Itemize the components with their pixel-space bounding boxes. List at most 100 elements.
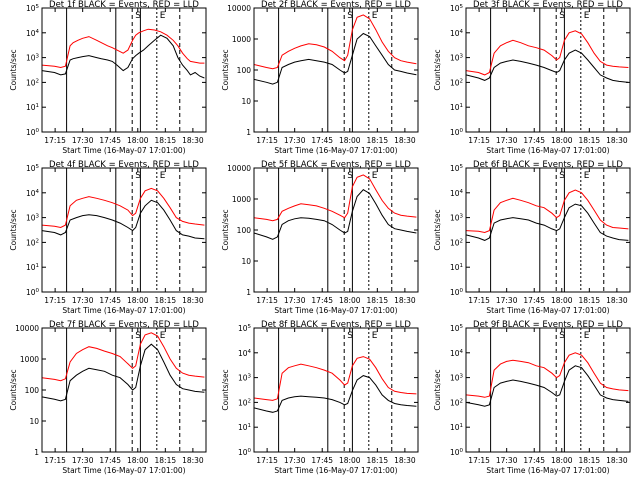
x-tick-label: 17:15 <box>256 456 278 465</box>
x-tick-label: 17:45 <box>523 296 545 305</box>
series-line-events <box>465 49 629 83</box>
x-tick-label: 17:15 <box>256 296 278 305</box>
marker-label-e: E <box>372 171 378 181</box>
y-tick-label: 105 <box>450 4 464 13</box>
x-axis-label: Start Time (16-May-07 17:01:00) <box>486 466 609 475</box>
x-axis-label: Start Time (16-May-07 17:01:00) <box>274 466 397 475</box>
plot-frame <box>465 167 631 293</box>
x-tick-label: 17:30 <box>496 296 518 305</box>
x-axis-label: Start Time (16-May-07 17:01:00) <box>274 146 397 155</box>
marker-label-s: S <box>559 171 565 181</box>
detector-panel-8: S E 100 101 102 103 104 105 17:15 17:30 17:45 18:00… <box>221 320 419 475</box>
x-tick-label: 18:15 <box>367 296 389 305</box>
series-line-events <box>41 343 205 402</box>
detector-panel-2: S E 1 10 100 1000 10000 17:15 17:30 17:45 18:00 18:… <box>221 0 419 155</box>
marker-label-e: E <box>584 171 590 181</box>
series-line-lld <box>253 14 417 70</box>
x-tick-label: 18:15 <box>155 456 177 465</box>
y-axis-label: Counts/sec <box>433 49 442 90</box>
panel-title: Det 9f BLACK = Events, RED = LLD <box>473 320 623 330</box>
x-tick-label: 17:30 <box>284 456 306 465</box>
y-tick-label: 1 <box>34 448 39 457</box>
y-tick-label: 105 <box>450 324 464 333</box>
series-line-events <box>253 189 417 240</box>
detector-panel-3: S E 100 101 102 103 104 105 17:15 17:30 17:45 18:00… <box>433 0 631 155</box>
x-tick-label: 18:00 <box>127 136 149 145</box>
x-tick-label: 18:00 <box>339 136 361 145</box>
y-tick-label: 10 <box>241 97 251 106</box>
x-tick-label: 17:45 <box>311 136 333 145</box>
x-tick-label: 17:30 <box>496 136 518 145</box>
marker-label-e: E <box>584 11 590 21</box>
x-tick-label: 18:15 <box>367 136 389 145</box>
y-tick-label: 105 <box>26 4 40 13</box>
y-tick-label: 10000 <box>15 324 39 333</box>
y-tick-label: 103 <box>26 54 40 63</box>
marker-label-e: E <box>160 171 166 181</box>
panel-title: Det 1f BLACK = Events, RED = LLD <box>49 0 199 10</box>
y-axis-label: Counts/sec <box>221 209 230 250</box>
series-line-events <box>41 34 205 79</box>
x-tick-label: 17:15 <box>468 296 490 305</box>
y-tick-label: 1000 <box>232 195 251 204</box>
series-line-lld <box>465 30 629 76</box>
y-tick-label: 104 <box>26 29 40 38</box>
marker-label-e: E <box>584 331 590 341</box>
x-tick-label: 17:45 <box>99 296 121 305</box>
y-axis-label: Counts/sec <box>221 49 230 90</box>
detector-panel-6: S E 100 101 102 103 104 105 17:15 17:30 17:45 18:00… <box>433 160 631 315</box>
y-tick-label: 101 <box>238 423 251 432</box>
y-tick-label: 105 <box>238 324 252 333</box>
marker-label-s: S <box>135 11 141 21</box>
series-line-lld <box>253 174 417 222</box>
x-tick-label: 18:30 <box>182 136 204 145</box>
y-tick-label: 100 <box>450 128 464 137</box>
x-tick-label: 18:30 <box>606 296 628 305</box>
y-tick-label: 102 <box>450 78 463 87</box>
y-tick-label: 100 <box>25 386 40 395</box>
y-tick-label: 101 <box>450 263 463 272</box>
y-tick-label: 101 <box>450 103 463 112</box>
y-tick-label: 104 <box>238 349 252 358</box>
y-tick-label: 102 <box>450 398 463 407</box>
detector-panel-5: S E 1 10 100 1000 10000 17:15 17:30 17:45 18:00 18:… <box>221 160 419 315</box>
panel-title: Det 6f BLACK = Events, RED = LLD <box>473 160 623 170</box>
y-tick-label: 104 <box>450 189 464 198</box>
panel-title: Det 3f BLACK = Events, RED = LLD <box>473 0 623 10</box>
x-axis-label: Start Time (16-May-07 17:01:00) <box>486 146 609 155</box>
y-tick-label: 102 <box>238 398 251 407</box>
y-tick-label: 100 <box>238 448 252 457</box>
y-tick-label: 105 <box>450 164 464 173</box>
x-tick-label: 18:00 <box>551 296 573 305</box>
plot-frame <box>465 327 631 453</box>
y-tick-label: 1000 <box>20 355 39 364</box>
y-tick-label: 101 <box>26 263 39 272</box>
series-line-events <box>465 365 629 407</box>
x-tick-label: 18:00 <box>339 296 361 305</box>
x-tick-label: 17:30 <box>284 296 306 305</box>
x-tick-label: 17:30 <box>284 136 306 145</box>
x-tick-label: 18:15 <box>579 456 601 465</box>
x-tick-label: 18:30 <box>394 296 416 305</box>
detector-panel-7: S E 1 10 100 1000 10000 17:15 17:30 17:45 18:00 18:… <box>9 320 207 475</box>
detector-panel-1: S E 100 101 102 103 104 105 17:15 17:30 17:45 18:00… <box>9 0 207 155</box>
y-tick-label: 100 <box>237 226 252 235</box>
marker-label-e: E <box>372 331 378 341</box>
x-tick-label: 17:15 <box>44 136 66 145</box>
marker-label-e: E <box>160 11 166 21</box>
series-line-lld <box>41 28 205 69</box>
x-axis-label: Start Time (16-May-07 17:01:00) <box>62 306 185 315</box>
y-tick-label: 104 <box>450 349 464 358</box>
series-line-events <box>465 203 629 241</box>
series-line-events <box>253 32 417 85</box>
x-tick-label: 18:00 <box>127 296 149 305</box>
y-tick-label: 104 <box>450 29 464 38</box>
y-axis-label: Counts/sec <box>9 49 18 90</box>
marker-label-e: E <box>372 11 378 21</box>
x-tick-label: 17:15 <box>256 136 278 145</box>
panel-title: Det 4f BLACK = Events, RED = LLD <box>49 160 199 170</box>
x-tick-label: 17:45 <box>311 456 333 465</box>
x-tick-label: 17:15 <box>468 136 490 145</box>
marker-label-s: S <box>347 331 353 341</box>
x-axis-label: Start Time (16-May-07 17:01:00) <box>62 146 185 155</box>
